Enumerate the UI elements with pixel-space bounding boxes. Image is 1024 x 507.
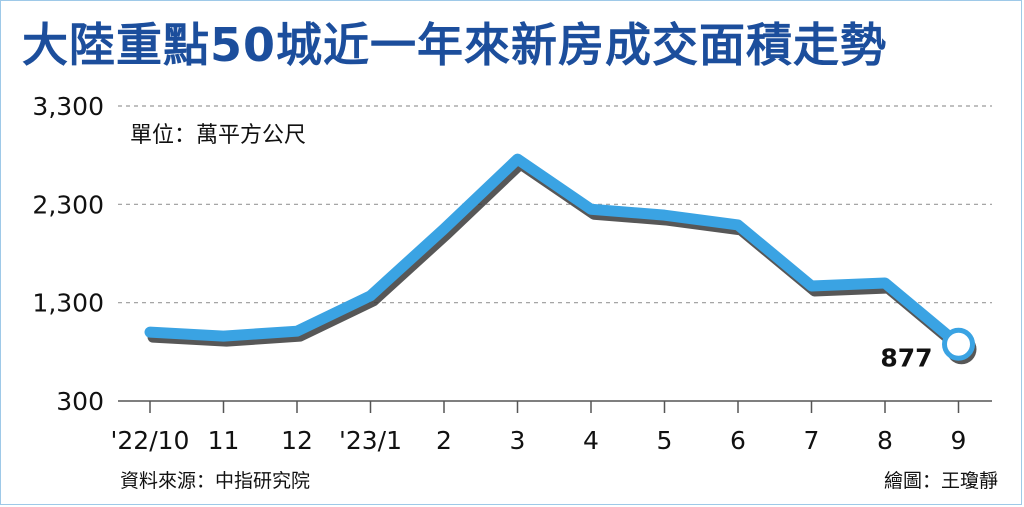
data-point: [942, 327, 975, 361]
x-tick-label: '22/10: [111, 426, 190, 455]
y-tick-label: 2,300: [32, 190, 104, 219]
x-tick-label: 3: [510, 426, 526, 455]
x-tick-label: 5: [657, 426, 673, 455]
x-tick-label: 11: [208, 426, 240, 455]
source-note: 資料來源：中指研究院: [120, 470, 311, 492]
chart-title: 大陸重點50城近一年來新房成交面積走勢: [22, 18, 888, 72]
x-tick-label: 2: [436, 426, 452, 455]
x-tick-label: 4: [583, 426, 599, 455]
value-annotation: 877: [880, 343, 932, 372]
x-tick-label: '23/1: [339, 426, 402, 455]
series-line: [144, 153, 964, 350]
x-tick-label: 8: [877, 426, 893, 455]
unit-label: 單位：萬平方公尺: [130, 123, 306, 148]
x-tick-label: 9: [951, 426, 967, 455]
y-tick-label: 3,300: [32, 92, 104, 121]
y-tick-label: 1,300: [32, 289, 104, 318]
credit-note: 繪圖：王瓊靜: [883, 470, 998, 492]
x-tick-label: 6: [730, 426, 746, 455]
x-tick-label: 7: [804, 426, 820, 455]
x-tick-label: 12: [281, 426, 313, 455]
y-tick-label: 300: [56, 387, 104, 416]
